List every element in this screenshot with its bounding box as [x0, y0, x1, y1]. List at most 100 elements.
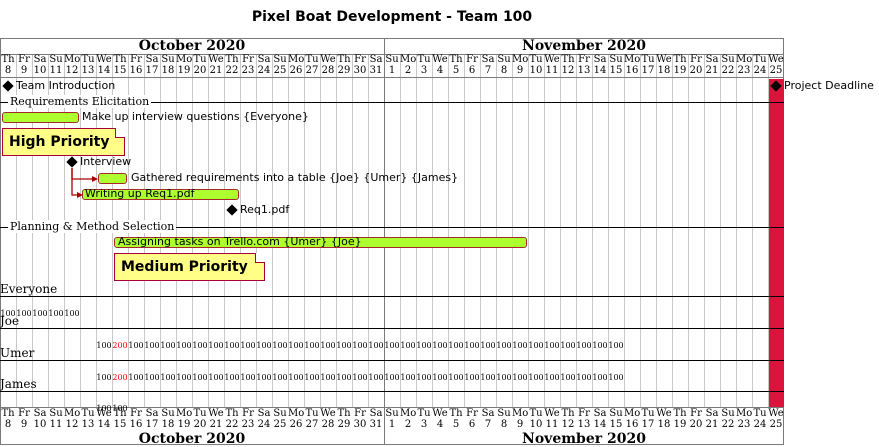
day-number-label: 25	[769, 65, 783, 76]
day-gridline	[352, 54, 353, 407]
interview-questions-bar	[2, 112, 79, 123]
weekday-label: Th	[225, 408, 239, 419]
weekday-label: We	[768, 408, 784, 419]
resource-load-value: 100	[304, 341, 320, 350]
day-number-label: 3	[420, 65, 428, 76]
trello-bar	[114, 237, 527, 248]
resource-load-value: 100	[272, 373, 288, 382]
weekday-label: Tu	[81, 408, 95, 419]
weekday-label: Th	[561, 408, 575, 419]
month-label: November 2020	[522, 38, 646, 54]
weekday-label: Mo	[288, 54, 305, 65]
weekday-label: Tu	[529, 54, 543, 65]
day-gridline	[176, 54, 177, 407]
resource-load-value: 100	[240, 373, 256, 382]
day-number-label: 15	[113, 65, 127, 76]
resource-load-value: 100	[592, 373, 608, 382]
weekday-label: Mo	[624, 54, 641, 65]
trello-label: Assigning tasks on Trello.com {Umer} {Jo…	[118, 235, 362, 248]
day-gridline	[464, 54, 465, 407]
arrowhead-gathered-icon	[92, 176, 98, 182]
resource-load-value: 100	[352, 373, 368, 382]
medium-priority-note: Medium Priority	[114, 253, 265, 281]
weekday-label: We	[320, 54, 336, 65]
weekday-label: Th	[337, 408, 351, 419]
day-gridline	[736, 54, 737, 407]
resource-load-value: 100	[368, 341, 384, 350]
day-number-label: 24	[257, 419, 271, 430]
resource-load-value: 100	[576, 373, 592, 382]
weekday-label: Su	[49, 54, 63, 65]
day-gridline	[608, 54, 609, 407]
weekday-label: Th	[337, 54, 351, 65]
resource-load-value: 100	[160, 373, 176, 382]
day-gridline	[480, 54, 481, 407]
weekday-label: Fr	[466, 54, 478, 65]
resource-load-value: 100	[400, 341, 416, 350]
day-number-label: 14	[97, 419, 111, 430]
resource-divider	[0, 296, 784, 297]
day-number-label: 25	[273, 65, 287, 76]
weekday-label: Fr	[690, 54, 702, 65]
day-number-label: 10	[33, 419, 47, 430]
day-number-label: 31	[369, 65, 383, 76]
weekday-label: Sa	[369, 54, 383, 65]
resource-name: Joe	[0, 314, 20, 328]
day-gridline	[512, 54, 513, 407]
day-number-label: 20	[193, 419, 207, 430]
weekday-label: Fr	[130, 54, 142, 65]
resource-load-value: 100	[256, 373, 272, 382]
month-label: October 2020	[138, 431, 246, 447]
day-number-label: 17	[145, 419, 159, 430]
high-priority-text: High Priority	[9, 134, 110, 150]
dependency-arrow-gathered	[71, 168, 94, 180]
weekday-label: Tu	[753, 408, 767, 419]
weekday-label: We	[544, 408, 560, 419]
day-number-label: 22	[225, 65, 239, 76]
resource-load-value: 100	[256, 341, 272, 350]
resource-load-value: 100	[496, 341, 512, 350]
day-gridline	[304, 54, 305, 407]
day-number-label: 16	[625, 419, 639, 430]
resource-load-value: 100	[544, 341, 560, 350]
weekday-label: Sa	[33, 54, 47, 65]
day-number-label: 16	[129, 419, 143, 430]
day-number-label: 21	[705, 65, 719, 76]
resource-load-value: 100	[128, 373, 144, 382]
resource-load-value: 100	[208, 341, 224, 350]
resource-name: Everyone	[0, 282, 58, 296]
day-number-label: 6	[468, 419, 476, 430]
weekday-label: We	[96, 54, 112, 65]
weekday-label: Sa	[705, 408, 719, 419]
day-gridline	[272, 54, 273, 407]
day-gridline	[432, 54, 433, 407]
resource-load-value: 100	[32, 309, 48, 318]
day-number-label: 19	[673, 419, 687, 430]
resource-load-value: 100	[432, 373, 448, 382]
day-number-label: 21	[209, 419, 223, 430]
day-gridline	[544, 54, 545, 407]
day-gridline	[400, 54, 401, 407]
weekday-label: Fr	[578, 54, 590, 65]
day-number-label: 9	[20, 65, 28, 76]
weekday-label: Su	[497, 54, 511, 65]
resource-load-value: 100	[544, 373, 560, 382]
day-number-label: 4	[436, 419, 444, 430]
weekday-label: Sa	[481, 54, 495, 65]
day-number-label: 15	[609, 65, 623, 76]
resource-load-value: 100	[608, 373, 624, 382]
day-number-label: 1	[388, 419, 396, 430]
month-label: November 2020	[522, 431, 646, 447]
day-number-label: 8	[500, 419, 508, 430]
resource-load-value: 100	[384, 373, 400, 382]
weekday-label: Sa	[481, 408, 495, 419]
day-number-label: 11	[49, 419, 63, 430]
resource-load-value: 100	[464, 341, 480, 350]
arrowhead-writing-icon	[77, 192, 83, 198]
resource-load-value: 100	[288, 373, 304, 382]
weekday-label: Fr	[18, 54, 30, 65]
day-number-label: 20	[193, 65, 207, 76]
day-number-label: 13	[577, 65, 591, 76]
day-number-label: 15	[609, 419, 623, 430]
